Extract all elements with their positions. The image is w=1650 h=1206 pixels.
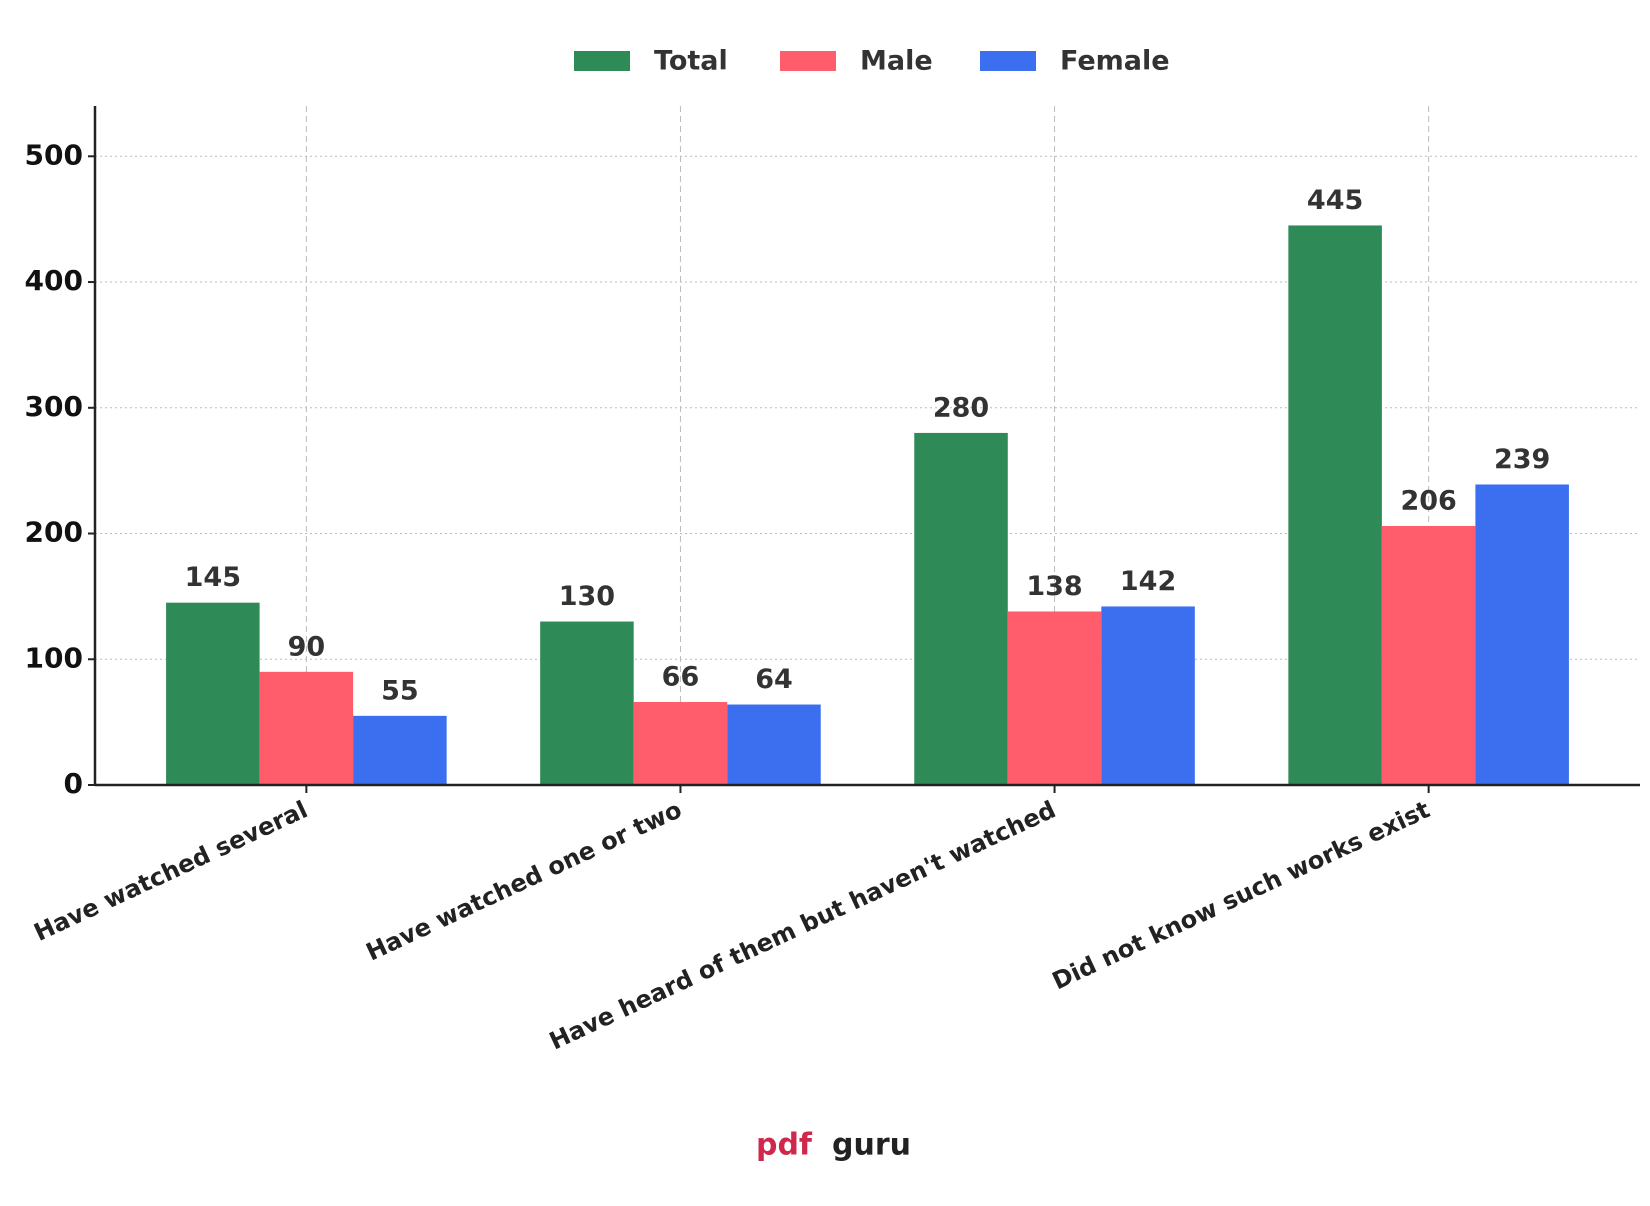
legend-label: Female xyxy=(1060,46,1170,77)
y-tick-label: 300 xyxy=(25,390,83,423)
y-tick-label: 0 xyxy=(64,767,83,800)
legend-label: Total xyxy=(654,46,728,77)
x-tick-label: Have watched several xyxy=(30,795,312,946)
bar xyxy=(1288,225,1382,785)
bar xyxy=(1381,525,1476,785)
bar xyxy=(1007,611,1102,785)
value-label: 130 xyxy=(559,581,615,612)
bar xyxy=(353,715,447,785)
bar xyxy=(633,702,728,785)
value-label: 90 xyxy=(288,631,326,662)
watermark-guru: guru xyxy=(832,1128,911,1163)
bar xyxy=(1101,606,1195,785)
y-tick-label: 200 xyxy=(25,516,83,549)
legend-swatch xyxy=(574,51,630,71)
bar xyxy=(1475,484,1569,785)
watermark-pdf: pdf xyxy=(756,1128,813,1163)
y-tick-label: 500 xyxy=(25,138,83,171)
bar xyxy=(259,671,354,785)
y-tick-label: 400 xyxy=(25,264,83,297)
x-tick-label: Have watched one or two xyxy=(362,795,686,966)
bar xyxy=(914,432,1008,785)
value-label: 445 xyxy=(1307,185,1363,216)
value-label: 142 xyxy=(1120,566,1176,597)
value-label: 206 xyxy=(1400,485,1456,516)
legend-label: Male xyxy=(860,46,933,77)
legend-swatch xyxy=(780,51,836,71)
value-label: 145 xyxy=(185,562,241,593)
legend-swatch xyxy=(980,51,1036,71)
bar xyxy=(540,621,634,785)
value-label: 55 xyxy=(381,675,419,706)
bar xyxy=(166,602,260,785)
value-label: 280 xyxy=(933,392,989,423)
value-label: 138 xyxy=(1026,571,1082,602)
x-tick-label: Did not know such works exist xyxy=(1048,795,1434,995)
value-label: 239 xyxy=(1494,444,1550,475)
bar xyxy=(727,704,821,785)
y-tick-label: 100 xyxy=(25,641,83,674)
value-label: 66 xyxy=(662,662,700,693)
value-label: 64 xyxy=(755,664,793,695)
